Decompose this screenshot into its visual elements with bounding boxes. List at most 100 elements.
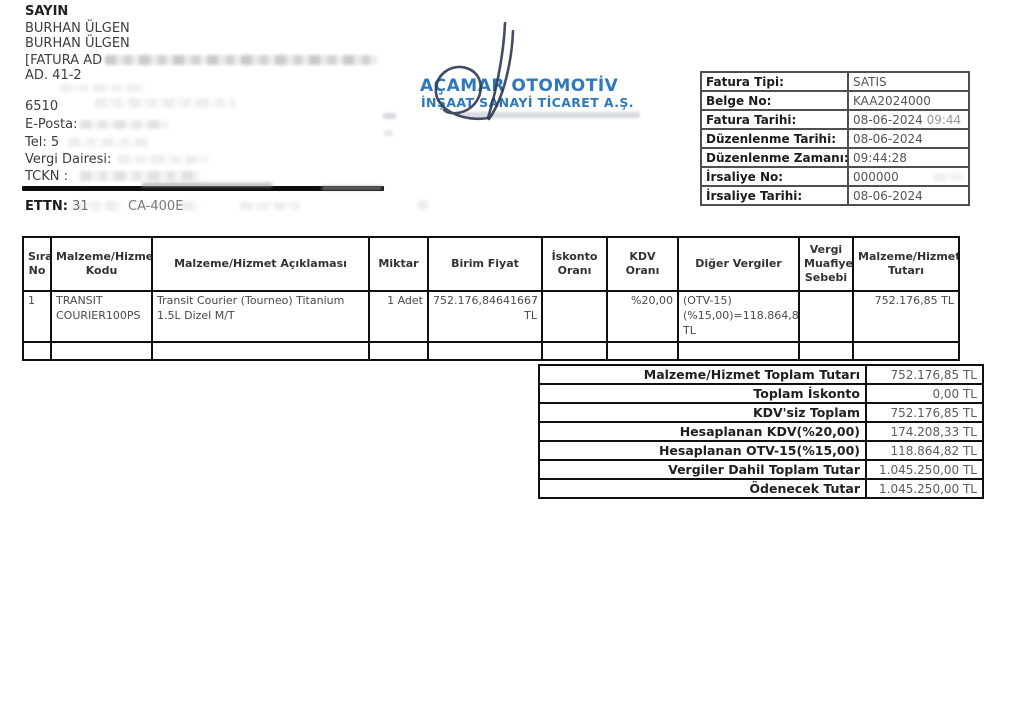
line-items-table: Sıra No Malzeme/Hizmet Kodu Malzeme/Hizm… [22, 236, 960, 361]
cell-iskonto-orani [541, 290, 608, 343]
col-header-miktar: Miktar [368, 236, 429, 292]
col-header-birim-fiyat: Birim Fiyat [427, 236, 543, 292]
company-address-ghost [455, 112, 640, 118]
tax-office-label: Vergi Dairesi: [25, 152, 112, 167]
recipient-salutation: SAYIN [25, 4, 69, 19]
recipient-name-2: BURHAN ÜLGEN [25, 36, 130, 51]
recipient-email-label: E-Posta: [25, 117, 78, 132]
info-value: KAA2024000 [847, 90, 970, 111]
scan-artifact [383, 113, 396, 119]
info-label: Fatura Tipi: [700, 71, 849, 92]
cell-vergi-muafiyet [798, 290, 854, 343]
totals-row-vergiler-dahil: Vergiler Dahil Toplam Tutar 1.045.250,00… [538, 459, 984, 480]
info-label: Düzenlenme Zamanı: [700, 147, 849, 168]
totals-value: 0,00 TL [865, 383, 984, 404]
scan-artifact [934, 173, 964, 181]
totals-table: Malzeme/Hizmet Toplam Tutarı 752.176,85 … [538, 364, 984, 499]
totals-label: Ödenecek Tutar [538, 478, 867, 499]
totals-value: 174.208,33 TL [865, 421, 984, 442]
redacted-smudge [95, 98, 235, 108]
totals-value: 118.864,82 TL [865, 440, 984, 461]
redacted-tel-smudge [68, 138, 148, 147]
info-value: 000000 [847, 166, 970, 187]
totals-value: 752.176,85 TL [865, 402, 984, 423]
info-value-time: 09:44 [926, 112, 962, 127]
ettn-fragment-1: 31 [72, 199, 89, 214]
redacted-ettn-smudge [182, 201, 200, 211]
whiteout-smudge [934, 93, 967, 108]
info-row-duzenlenme-tarihi: Düzenlenme Tarihi: 08-06-2024 [700, 128, 970, 149]
redaction-bar-smudge [322, 186, 382, 190]
col-header-sira-no: Sıra No [22, 236, 52, 292]
totals-row-toplam-tutari: Malzeme/Hizmet Toplam Tutarı 752.176,85 … [538, 364, 984, 385]
info-row-irsaliye-tarihi: İrsaliye Tarihi: 08-06-2024 [700, 185, 970, 206]
recipient-address-line2: AD. 41-2 [25, 68, 82, 83]
scan-artifact [418, 200, 428, 210]
col-header-tutar: Malzeme/Hizmet Tutarı [852, 236, 960, 292]
totals-value: 1.045.250,00 TL [865, 478, 984, 499]
ettn-fragment-2: CA-400E [128, 199, 184, 214]
recipient-name-1: BURHAN ÜLGEN [25, 21, 130, 36]
info-value: 08-06-2024 09:44 [847, 109, 970, 130]
totals-value: 1.045.250,00 TL [865, 459, 984, 480]
item-row-empty [22, 340, 960, 361]
col-header-vergi-muafiyet: Vergi Muafiyet Sebebi [798, 236, 854, 292]
tckn-label: TCKN : [25, 169, 69, 184]
ettn-line: ETTN: 31 [25, 199, 89, 214]
scan-artifact [384, 130, 393, 136]
redaction-bar-smudge [142, 183, 272, 187]
signature-scrawl [434, 21, 515, 121]
cell-kdv-orani: %20,00 [606, 290, 679, 343]
cell-aciklama: Transit Courier (Tourneo) Titanium 1.5L … [151, 290, 370, 343]
cell-tutar: 752.176,85 TL [852, 290, 960, 343]
totals-label: Vergiler Dahil Toplam Tutar [538, 459, 867, 480]
info-label: İrsaliye Tarihi: [700, 185, 849, 206]
recipient-postal-fragment: 6510 [25, 99, 59, 114]
items-header-row: Sıra No Malzeme/Hizmet Kodu Malzeme/Hizm… [22, 236, 960, 292]
info-row-fatura-tipi: Fatura Tipi: SATIS [700, 71, 970, 92]
totals-label: KDV'siz Toplam [538, 402, 867, 423]
info-value: SATIS [847, 71, 970, 92]
col-header-kdv-orani: KDV Oranı [606, 236, 679, 292]
item-row: 1 TRANSIT COURIER100PS Transit Courier (… [22, 290, 960, 343]
info-label: İrsaliye No: [700, 166, 849, 187]
totals-row-toplam-iskonto: Toplam İskonto 0,00 TL [538, 383, 984, 404]
redaction-bar [22, 183, 384, 191]
info-value: 08-06-2024 [847, 185, 970, 206]
totals-label: Toplam İskonto [538, 383, 867, 404]
col-header-iskonto-orani: İskonto Oranı [541, 236, 608, 292]
cell-miktar: 1 Adet [368, 290, 429, 343]
info-row-irsaliye-no: İrsaliye No: 000000 [700, 166, 970, 187]
recipient-address-fragment: [FATURA AD [25, 53, 103, 68]
col-header-aciklama: Malzeme/Hizmet Açıklaması [151, 236, 370, 292]
totals-label: Hesaplanan KDV(%20,00) [538, 421, 867, 442]
info-row-duzenlenme-zamani: Düzenlenme Zamanı: 09:44:28 [700, 147, 970, 168]
col-header-diger-vergiler: Diğer Vergiler [677, 236, 800, 292]
info-label: Düzenlenme Tarihi: [700, 128, 849, 149]
ettn-label: ETTN: [25, 199, 68, 214]
info-label: Fatura Tarihi: [700, 109, 849, 130]
info-value: 08-06-2024 [847, 128, 970, 149]
cell-birim-fiyat: 752.176,84641667 TL [427, 290, 543, 343]
redacted-smudge [60, 84, 145, 92]
info-row-fatura-tarihi: Fatura Tarihi: 08-06-2024 09:44 [700, 109, 970, 130]
redacted-ettn-smudge [72, 201, 122, 211]
totals-row-hesaplanan-kdv: Hesaplanan KDV(%20,00) 174.208,33 TL [538, 421, 984, 442]
company-name-line1: AÇAMAR OTOMOTİV [420, 76, 619, 96]
cell-diger-vergiler: (OTV-15) (%15,00)=118.864,82 TL [677, 290, 800, 343]
totals-row-hesaplanan-otv: Hesaplanan OTV-15(%15,00) 118.864,82 TL [538, 440, 984, 461]
info-value: 09:44:28 [847, 147, 970, 168]
redacted-tax-office-smudge [118, 155, 208, 164]
cell-sira-no: 1 [22, 290, 52, 343]
info-row-belge-no: Belge No: KAA2024000 [700, 90, 970, 111]
totals-label: Malzeme/Hizmet Toplam Tutarı [538, 364, 867, 385]
invoice-info-table: Fatura Tipi: SATIS Belge No: KAA2024000 … [700, 71, 970, 206]
redacted-tckn-smudge [80, 171, 200, 181]
col-header-kod: Malzeme/Hizmet Kodu [50, 236, 153, 292]
totals-label: Hesaplanan OTV-15(%15,00) [538, 440, 867, 461]
redacted-address-smudge [105, 55, 377, 65]
info-label: Belge No: [700, 90, 849, 111]
totals-value: 752.176,85 TL [865, 364, 984, 385]
redacted-email-smudge [80, 120, 168, 129]
